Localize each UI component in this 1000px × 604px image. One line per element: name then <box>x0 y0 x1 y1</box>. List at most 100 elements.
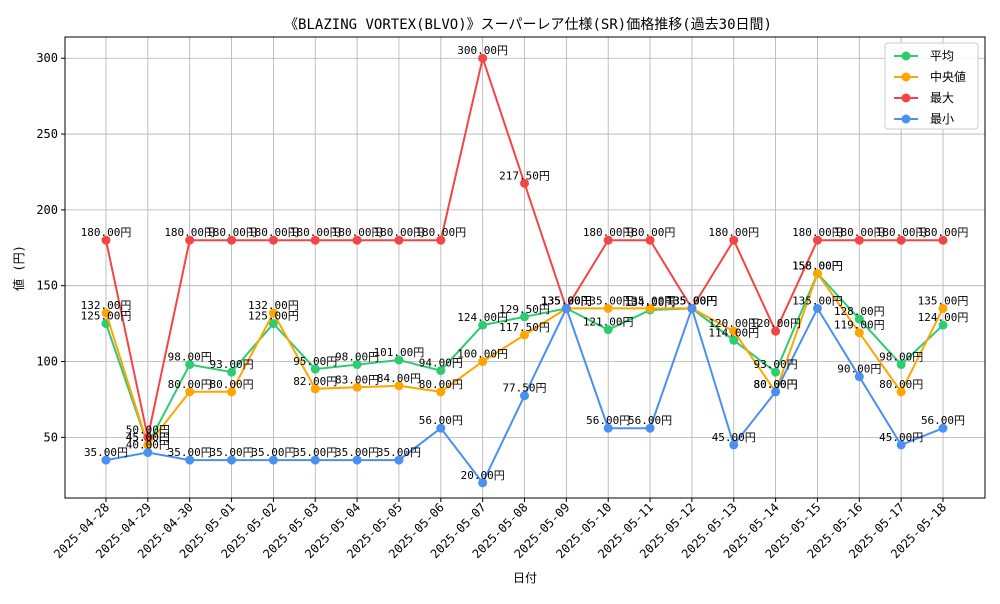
data-label: 20.00円 <box>461 469 505 482</box>
data-label: 45.00円 <box>126 431 170 444</box>
data-point <box>561 303 571 313</box>
data-point <box>520 330 529 340</box>
data-point <box>729 440 739 450</box>
data-label: 56.00円 <box>586 414 630 427</box>
legend-entry: 最小 <box>930 112 954 126</box>
data-point <box>520 178 529 188</box>
data-label: 84.00円 <box>377 372 421 385</box>
data-point <box>854 328 864 338</box>
data-label: 35.00円 <box>209 446 253 459</box>
data-point <box>268 455 278 465</box>
data-label: 180.00円 <box>834 226 885 239</box>
data-point <box>645 303 655 313</box>
data-label: 98.00円 <box>879 351 923 364</box>
data-label: 80.00円 <box>209 378 253 391</box>
data-point <box>101 235 111 245</box>
data-label: 135.00円 <box>667 294 718 307</box>
data-label: 135.00円 <box>792 294 843 307</box>
data-label: 180.00円 <box>290 226 341 239</box>
data-point <box>645 423 655 433</box>
data-point <box>101 455 111 465</box>
data-point <box>938 320 948 330</box>
data-point <box>520 391 529 401</box>
legend-box <box>884 42 979 130</box>
data-point <box>310 384 320 394</box>
data-point <box>771 367 781 377</box>
data-label: 93.00円 <box>209 358 253 371</box>
data-label: 82.00円 <box>293 375 337 388</box>
data-point <box>436 366 446 376</box>
data-label: 80.00円 <box>168 378 212 391</box>
data-label: 56.00円 <box>921 414 965 427</box>
data-label: 120.00円 <box>708 317 759 330</box>
y-tick-label: 200 <box>36 203 58 217</box>
data-label: 124.00円 <box>918 311 969 324</box>
data-label-layer: 125.00円45.00円98.00円93.00円125.00円95.00円98… <box>81 44 969 482</box>
y-tick-label: 300 <box>36 51 58 65</box>
data-label: 135.00円 <box>667 294 718 307</box>
data-point <box>352 382 362 392</box>
data-point <box>185 455 195 465</box>
data-point <box>729 335 739 345</box>
data-label: 180.00円 <box>625 226 676 239</box>
data-point <box>938 423 948 433</box>
data-point <box>771 387 781 397</box>
data-label: 77.50円 <box>502 382 546 395</box>
data-point <box>854 235 864 245</box>
data-point <box>771 326 781 336</box>
data-point <box>436 387 446 397</box>
data-label: 114.00円 <box>708 326 759 339</box>
data-label: 125.00円 <box>248 310 299 323</box>
data-point <box>854 314 864 324</box>
legend-swatch-marker <box>901 114 911 124</box>
data-label: 35.00円 <box>293 446 337 459</box>
plot-frame <box>64 36 986 499</box>
series-layer <box>101 53 948 488</box>
data-label: 56.00円 <box>419 414 463 427</box>
data-label: 80.00円 <box>419 378 463 391</box>
data-label: 180.00円 <box>374 226 425 239</box>
data-label: 90.00円 <box>837 363 881 376</box>
data-point <box>687 303 697 313</box>
data-point <box>896 235 906 245</box>
data-point <box>729 235 739 245</box>
data-label: 93.00円 <box>754 358 798 371</box>
data-label: 158.00円 <box>792 260 843 273</box>
y-tick-label: 150 <box>36 279 58 293</box>
data-label: 80.00円 <box>754 378 798 391</box>
data-point <box>394 355 404 365</box>
data-label: 135.00円 <box>667 294 718 307</box>
data-point <box>896 440 906 450</box>
data-label: 180.00円 <box>206 226 257 239</box>
data-label: 35.00円 <box>84 446 128 459</box>
data-label: 98.00円 <box>335 351 379 364</box>
data-label: 50.00円 <box>126 423 170 436</box>
legend-swatch-marker <box>901 72 911 82</box>
data-label: 135.00円 <box>667 294 718 307</box>
data-label: 95.00円 <box>293 355 337 368</box>
data-point <box>352 360 362 370</box>
data-label: 124.00円 <box>457 311 508 324</box>
data-point <box>478 357 488 367</box>
data-point <box>603 235 613 245</box>
data-point <box>394 381 404 391</box>
data-point <box>268 235 278 245</box>
data-point <box>352 235 362 245</box>
data-point <box>938 303 948 313</box>
data-point <box>227 455 237 465</box>
data-label: 180.00円 <box>918 226 969 239</box>
data-label: 135.00円 <box>541 294 592 307</box>
data-point <box>310 455 320 465</box>
data-point <box>143 432 153 442</box>
data-label: 132.00円 <box>248 299 299 312</box>
data-point <box>603 325 613 335</box>
data-label: 180.00円 <box>332 226 383 239</box>
data-label: 101.00円 <box>374 346 425 359</box>
data-label: 180.00円 <box>792 226 843 239</box>
legend-entry: 中央値 <box>930 69 966 84</box>
data-point <box>143 448 153 458</box>
data-point <box>185 235 195 245</box>
